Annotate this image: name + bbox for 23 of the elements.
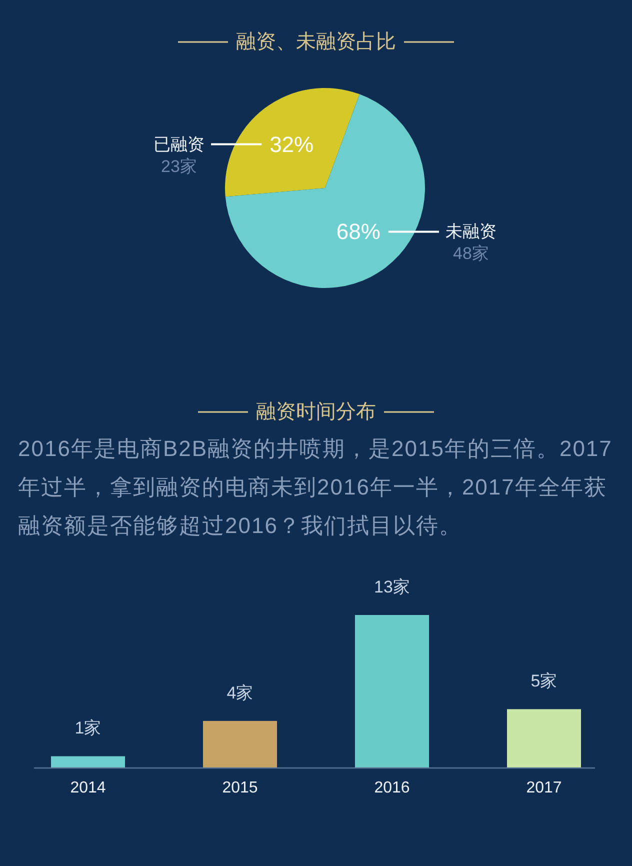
x-tick-label: 2015 <box>222 780 258 796</box>
text: 48家 <box>453 244 489 264</box>
x-tick-label: 2017 <box>526 780 562 796</box>
data-label: 4家 <box>226 683 254 702</box>
data-label: 1家 <box>74 718 102 738</box>
chart-subtitle: 2016年是电商B2B融资的井喷期，是2015年的三倍。2017年过半，拿到融资的电商未到2016年一半，2017年全年获融资额是否能够超过2016？我们拭目以待。 <box>18 436 612 538</box>
text: 23家 <box>161 156 197 176</box>
data-label: 5家 <box>530 672 558 691</box>
pie-slice <box>225 94 425 288</box>
bar <box>50 756 126 768</box>
chart-title: 融资、未融资占比 <box>236 31 396 53</box>
data-label: 32% <box>270 132 314 157</box>
data-label: 13家 <box>374 578 410 596</box>
x-tick-label: 2016 <box>374 780 410 796</box>
bar <box>354 615 430 768</box>
data-label: 68% <box>336 219 380 244</box>
slice-label: 未融资 <box>446 222 496 242</box>
x-tick-label: 2014 <box>70 780 106 796</box>
pie-slice <box>225 88 360 197</box>
bar <box>202 720 278 768</box>
slice-label: 已融资 <box>154 134 204 154</box>
bar <box>506 709 582 768</box>
chart-title: 融资时间分布 <box>256 401 376 423</box>
